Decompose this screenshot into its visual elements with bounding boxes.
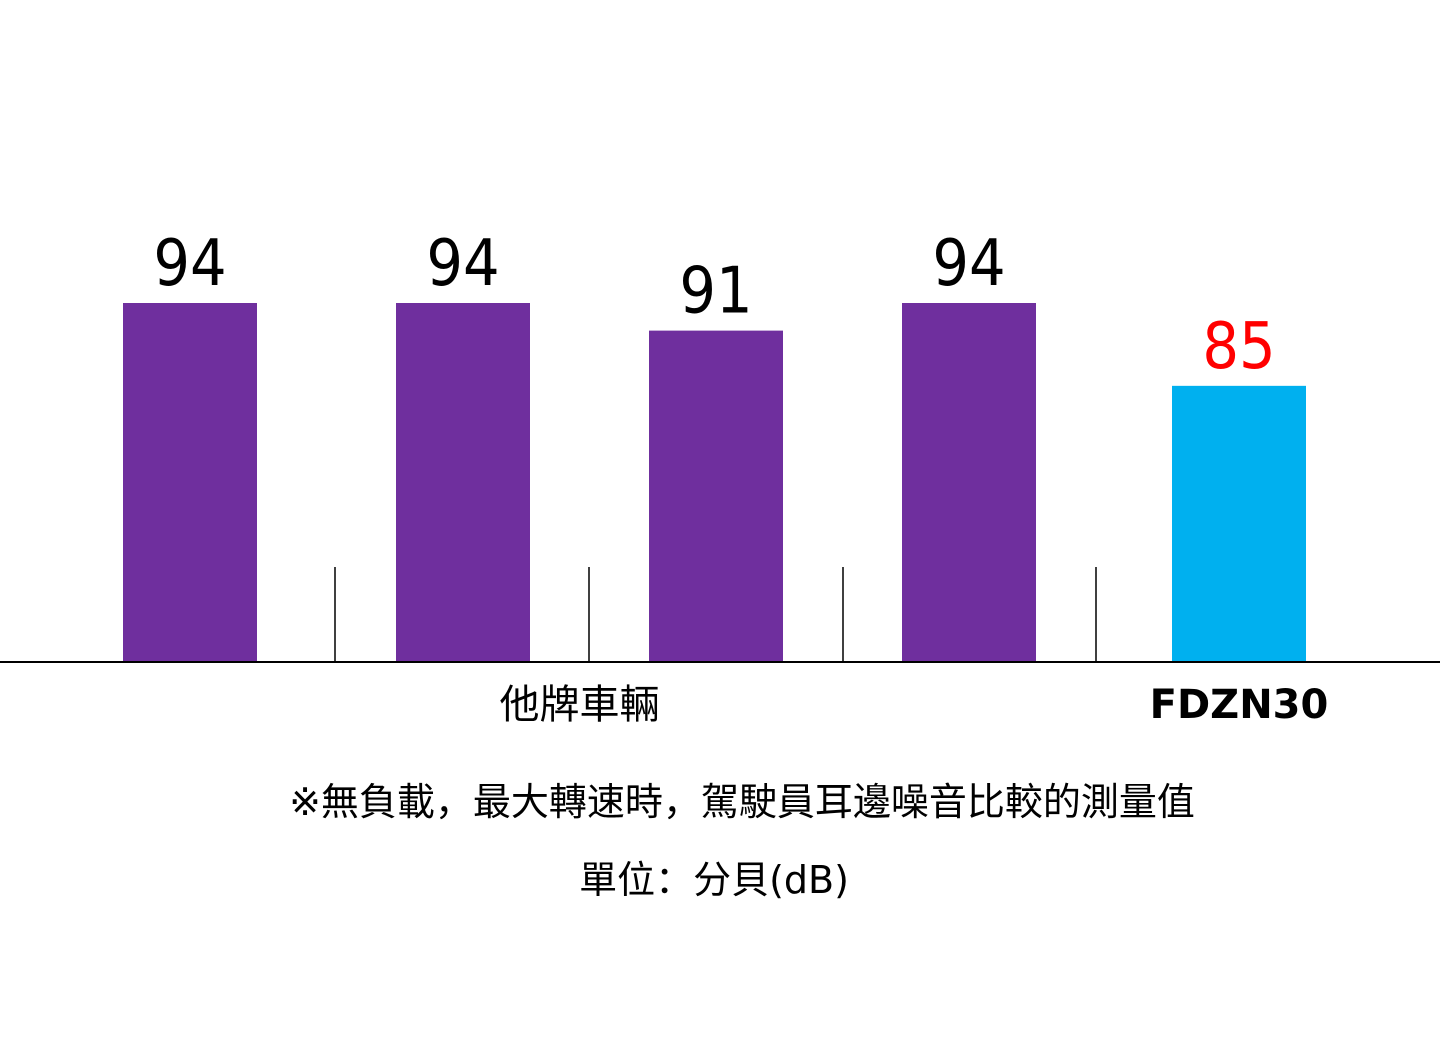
bar-1	[123, 303, 257, 662]
measurement-note: ※無負載，最大轉速時，駕駛員耳邊噪音比較的測量值	[289, 780, 1195, 824]
group-label-1: 他牌車輛	[500, 682, 660, 728]
bar-value-label-4: 94	[932, 227, 1005, 301]
group-labels-group: 他牌車輛 FDZN30	[500, 682, 1329, 728]
bar-value-label-3: 91	[679, 255, 752, 329]
category-dividers	[334, 567, 1097, 662]
bar-5	[1172, 385, 1306, 662]
bar-value-label-2: 94	[426, 227, 499, 301]
bar-value-label-1: 94	[153, 227, 226, 301]
unit-note: 單位：分貝(dB)	[579, 858, 849, 902]
bar-value-label-5: 85	[1202, 310, 1275, 384]
bar-4	[902, 303, 1036, 662]
bar-3	[649, 330, 783, 662]
group-label-2: FDZN30	[1150, 682, 1329, 728]
bars-group	[123, 303, 1306, 662]
bar-2	[396, 303, 530, 662]
value-labels-group: 94 94 91 94 85	[153, 227, 1275, 384]
